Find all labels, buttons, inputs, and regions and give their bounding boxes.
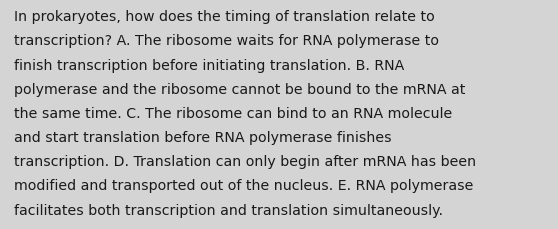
Text: and start translation before RNA polymerase finishes: and start translation before RNA polymer…: [14, 131, 392, 144]
Text: polymerase and the ribosome cannot be bound to the mRNA at: polymerase and the ribosome cannot be bo…: [14, 82, 465, 96]
Text: facilitates both transcription and translation simultaneously.: facilitates both transcription and trans…: [14, 203, 443, 217]
Text: modified and transported out of the nucleus. E. RNA polymerase: modified and transported out of the nucl…: [14, 179, 473, 193]
Text: transcription. D. Translation can only begin after mRNA has been: transcription. D. Translation can only b…: [14, 155, 476, 169]
Text: In prokaryotes, how does the timing of translation relate to: In prokaryotes, how does the timing of t…: [14, 10, 435, 24]
Text: transcription? A. The ribosome waits for RNA polymerase to: transcription? A. The ribosome waits for…: [14, 34, 439, 48]
Text: the same time. C. The ribosome can bind to an RNA molecule: the same time. C. The ribosome can bind …: [14, 106, 452, 120]
Text: finish transcription before initiating translation. B. RNA: finish transcription before initiating t…: [14, 58, 404, 72]
